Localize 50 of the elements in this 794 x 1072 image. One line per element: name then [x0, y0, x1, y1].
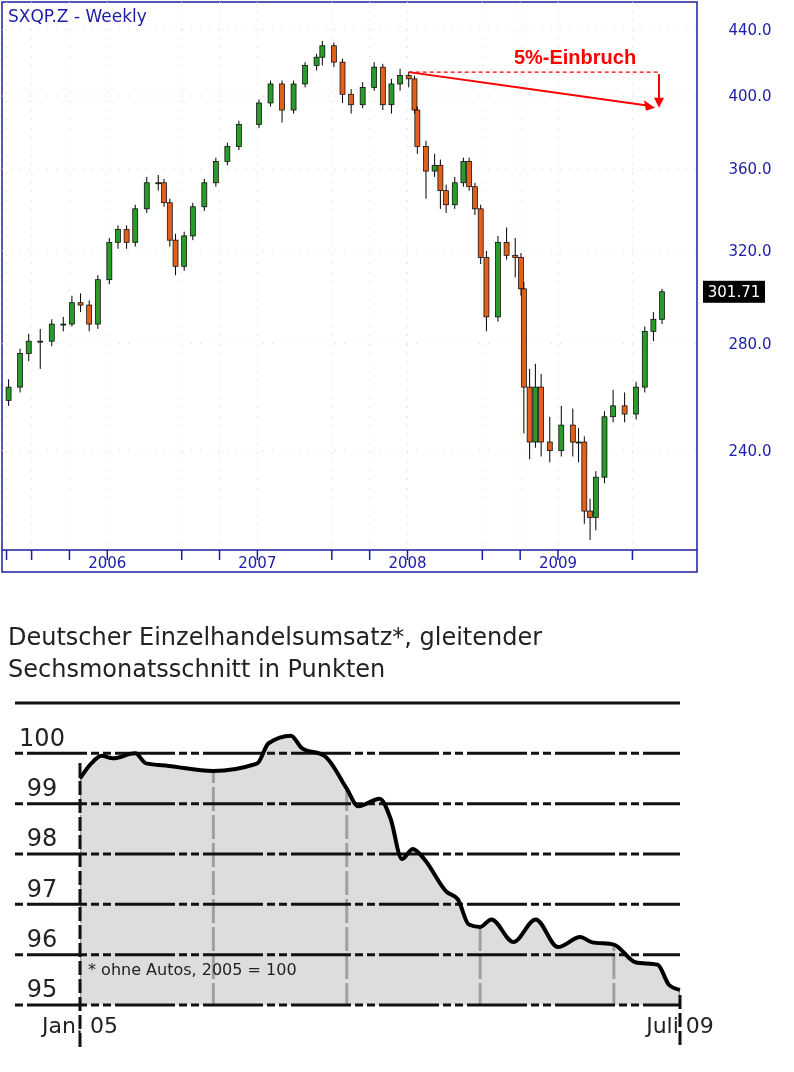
candlestick: [123, 224, 130, 250]
candlestick: [388, 78, 395, 115]
y-tick-label: 280.0: [728, 334, 772, 353]
y-tick-label: 360.0: [728, 160, 772, 179]
y-tick-label: 400.0: [728, 87, 772, 106]
text: 301.71: [707, 283, 761, 302]
y-tick-label: 240.0: [728, 441, 772, 460]
candlestick: [610, 389, 616, 423]
annotation: * ohne Autos, 2005 = 100: [88, 960, 297, 979]
candlestick: [546, 416, 553, 463]
candlestick: [48, 318, 55, 347]
candlestick: [650, 311, 657, 342]
x-tick-label: 2007: [238, 554, 277, 572]
y-tick-label: 97: [26, 874, 58, 903]
candlestick: [503, 226, 510, 261]
y-tick-label: 98: [26, 824, 58, 853]
y-tick-label: 99: [26, 774, 58, 803]
candlestick: [236, 120, 242, 151]
candlestick: [213, 157, 219, 188]
candlestick: [37, 328, 44, 370]
candlestick: [371, 61, 378, 92]
candlestick: [25, 333, 32, 362]
candlestick: [397, 68, 403, 92]
candlestick: [451, 176, 458, 210]
candlestick: [77, 292, 84, 313]
candlestick: [267, 80, 274, 107]
y-tick-label: 95: [26, 975, 58, 1004]
candlestick: [621, 391, 628, 423]
annotation: 5%-Einbruch: [513, 46, 637, 69]
candlestick: [302, 61, 308, 88]
candlestick: [69, 295, 75, 327]
y-tick-label: 100: [19, 723, 65, 752]
candlestick: [5, 378, 12, 407]
candlestick: [224, 142, 231, 166]
candlestick: [359, 81, 366, 109]
candlestick: [115, 224, 121, 250]
candlestick: [256, 98, 262, 129]
x-tick-label: Jan. 05: [40, 1013, 118, 1038]
candlestick: [86, 299, 93, 332]
y-tick-label: 440.0: [728, 21, 772, 40]
candlestick: [331, 42, 337, 68]
y-tick-label: 96: [26, 925, 58, 954]
candlestick: [348, 88, 354, 115]
chart-title: Deutscher Einzelhandelsumsatz*, gleitender Sechsmonatsschnitt in Punkten: [8, 623, 543, 683]
x-tick-label: 2009: [538, 554, 578, 572]
chart-title: SXQP.Z - Weekly: [8, 6, 147, 26]
x-tick-label: 2008: [388, 554, 427, 572]
x-tick-label: Juli 09: [644, 1013, 714, 1038]
x-tick-label: 2006: [88, 554, 127, 572]
y-tick-label: 320.0: [728, 242, 772, 261]
